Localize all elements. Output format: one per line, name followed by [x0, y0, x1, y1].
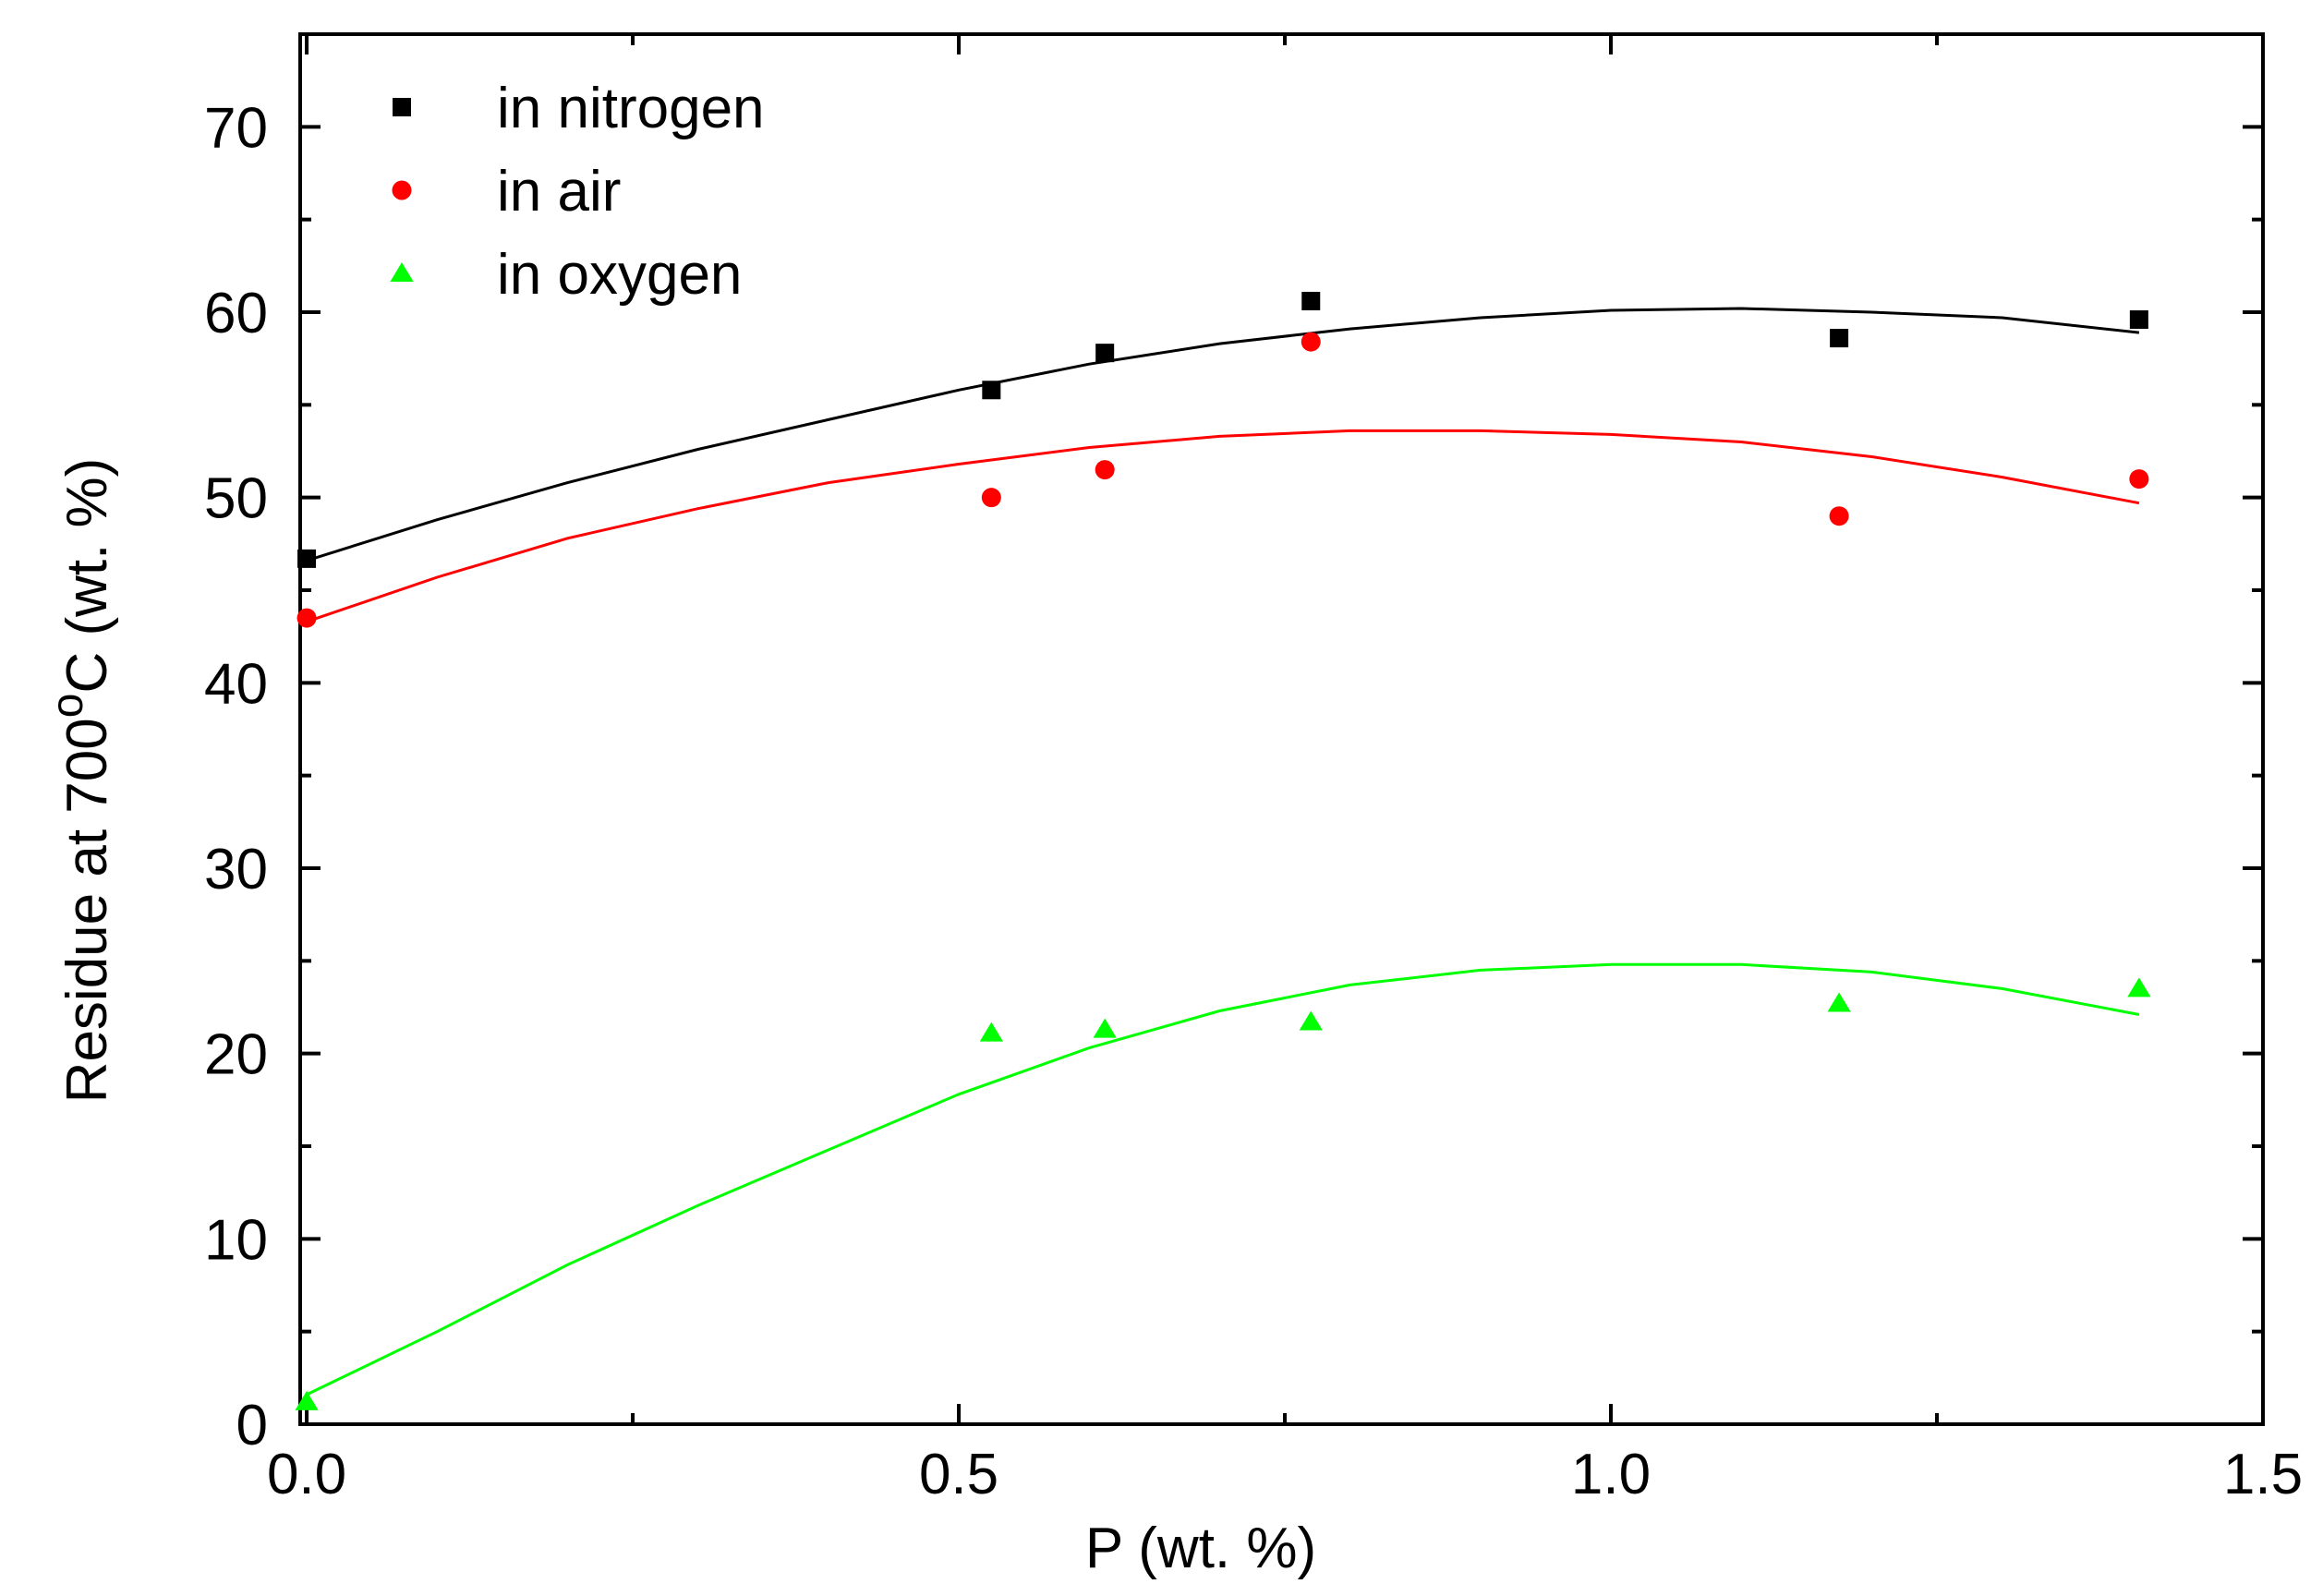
data-point-in-nitrogen	[1301, 291, 1321, 310]
x-axis-ticks: 0.0 0.5 1.0 1.5	[267, 34, 2303, 1506]
legend: in nitrogen in air in oxygen	[390, 77, 765, 307]
data-point-in-nitrogen	[1095, 344, 1115, 363]
legend-marker-in-oxygen	[390, 262, 414, 282]
y-tick-label: 0	[236, 1394, 268, 1457]
y-tick-label: 50	[204, 467, 268, 531]
data-point-in-oxygen	[1093, 1018, 1117, 1038]
data-point-in-oxygen	[1827, 992, 1851, 1012]
legend-label-in-oxygen: in oxygen	[497, 243, 742, 307]
legend-marker-in-air	[392, 180, 412, 200]
data-point-in-air	[1301, 332, 1321, 352]
data-points	[295, 291, 2151, 1410]
data-point-in-air	[981, 488, 1001, 508]
y-tick-label: 20	[204, 1023, 268, 1087]
y-axis-label-suffix: C (wt. %)	[55, 458, 119, 694]
y-tick-label: 40	[204, 652, 268, 716]
data-point-in-oxygen	[2127, 977, 2151, 998]
data-point-in-nitrogen	[2129, 310, 2148, 330]
y-axis-ticks: 0 10 20 30 40 50 60 70	[204, 96, 2263, 1457]
data-point-in-oxygen	[295, 1390, 319, 1410]
data-point-in-oxygen	[1299, 1010, 1323, 1031]
fit-line-in-nitrogen	[306, 307, 2140, 562]
y-tick-label: 10	[204, 1208, 268, 1272]
legend-label-in-nitrogen: in nitrogen	[497, 77, 765, 140]
x-axis-label: P (wt. %)	[1085, 1517, 1316, 1580]
data-point-in-air	[1095, 460, 1115, 480]
data-point-in-nitrogen	[1830, 329, 1849, 348]
data-point-in-oxygen	[979, 1022, 1003, 1042]
data-point-in-air	[2129, 469, 2149, 490]
y-axis-label-prefix: Residue at 700	[55, 718, 119, 1103]
y-tick-label: 60	[204, 282, 268, 345]
data-point-in-air	[1829, 506, 1849, 526]
x-tick-label: 0.5	[919, 1443, 998, 1506]
legend-marker-in-nitrogen	[393, 98, 411, 116]
y-tick-label: 30	[204, 838, 268, 901]
x-tick-label: 1.5	[2223, 1443, 2303, 1506]
x-tick-label: 1.0	[1571, 1443, 1651, 1506]
plot-frame	[298, 32, 2265, 1426]
legend-label-in-air: in air	[497, 160, 621, 224]
fit-lines	[306, 307, 2140, 1396]
data-point-in-nitrogen	[297, 549, 317, 568]
fit-line-in-air	[306, 429, 2140, 623]
y-axis-label-superscript: o	[43, 694, 92, 719]
x-tick-label: 0.0	[267, 1443, 346, 1506]
y-tick-label: 70	[204, 96, 268, 160]
y-axis-label: Residue at 700oC (wt. %)	[43, 458, 119, 1104]
data-point-in-nitrogen	[982, 381, 1001, 400]
fit-line-in-oxygen	[306, 962, 2140, 1396]
data-point-in-air	[296, 608, 317, 628]
